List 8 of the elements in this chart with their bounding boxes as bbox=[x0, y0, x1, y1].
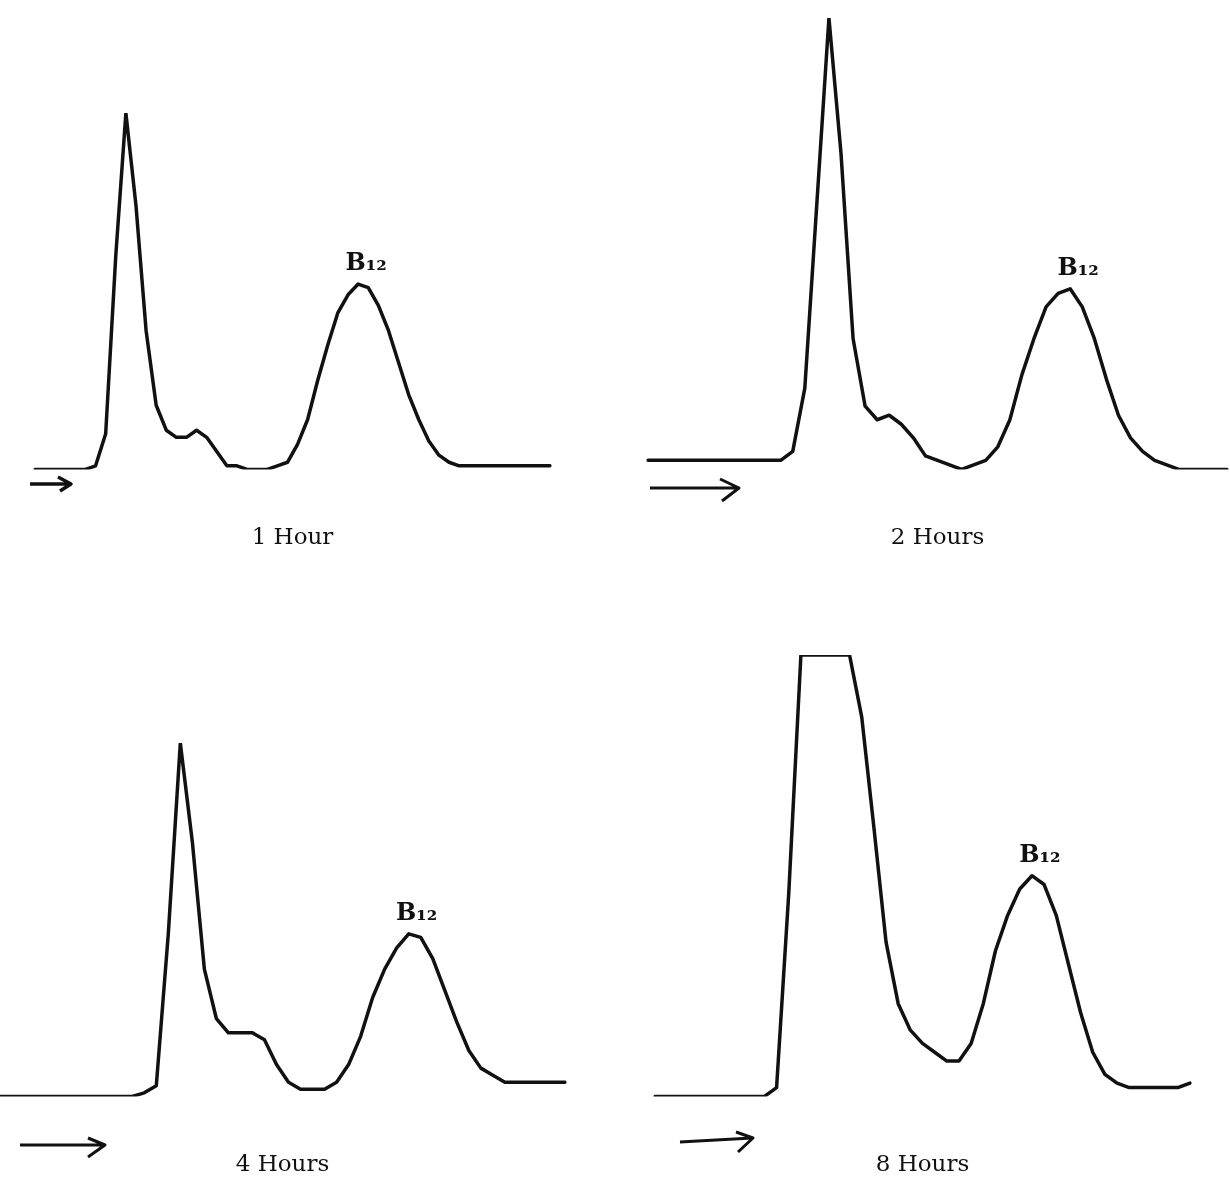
annotation: B₁₂ bbox=[1019, 838, 1061, 868]
annotation: B₁₂ bbox=[1057, 252, 1099, 282]
text: 4 Hours bbox=[235, 1150, 330, 1177]
text: 2 Hours bbox=[890, 523, 985, 550]
text: 1 Hour bbox=[251, 523, 334, 550]
annotation: B₁₂ bbox=[345, 247, 387, 277]
annotation: B₁₂ bbox=[396, 897, 438, 927]
text: 8 Hours bbox=[875, 1150, 970, 1177]
